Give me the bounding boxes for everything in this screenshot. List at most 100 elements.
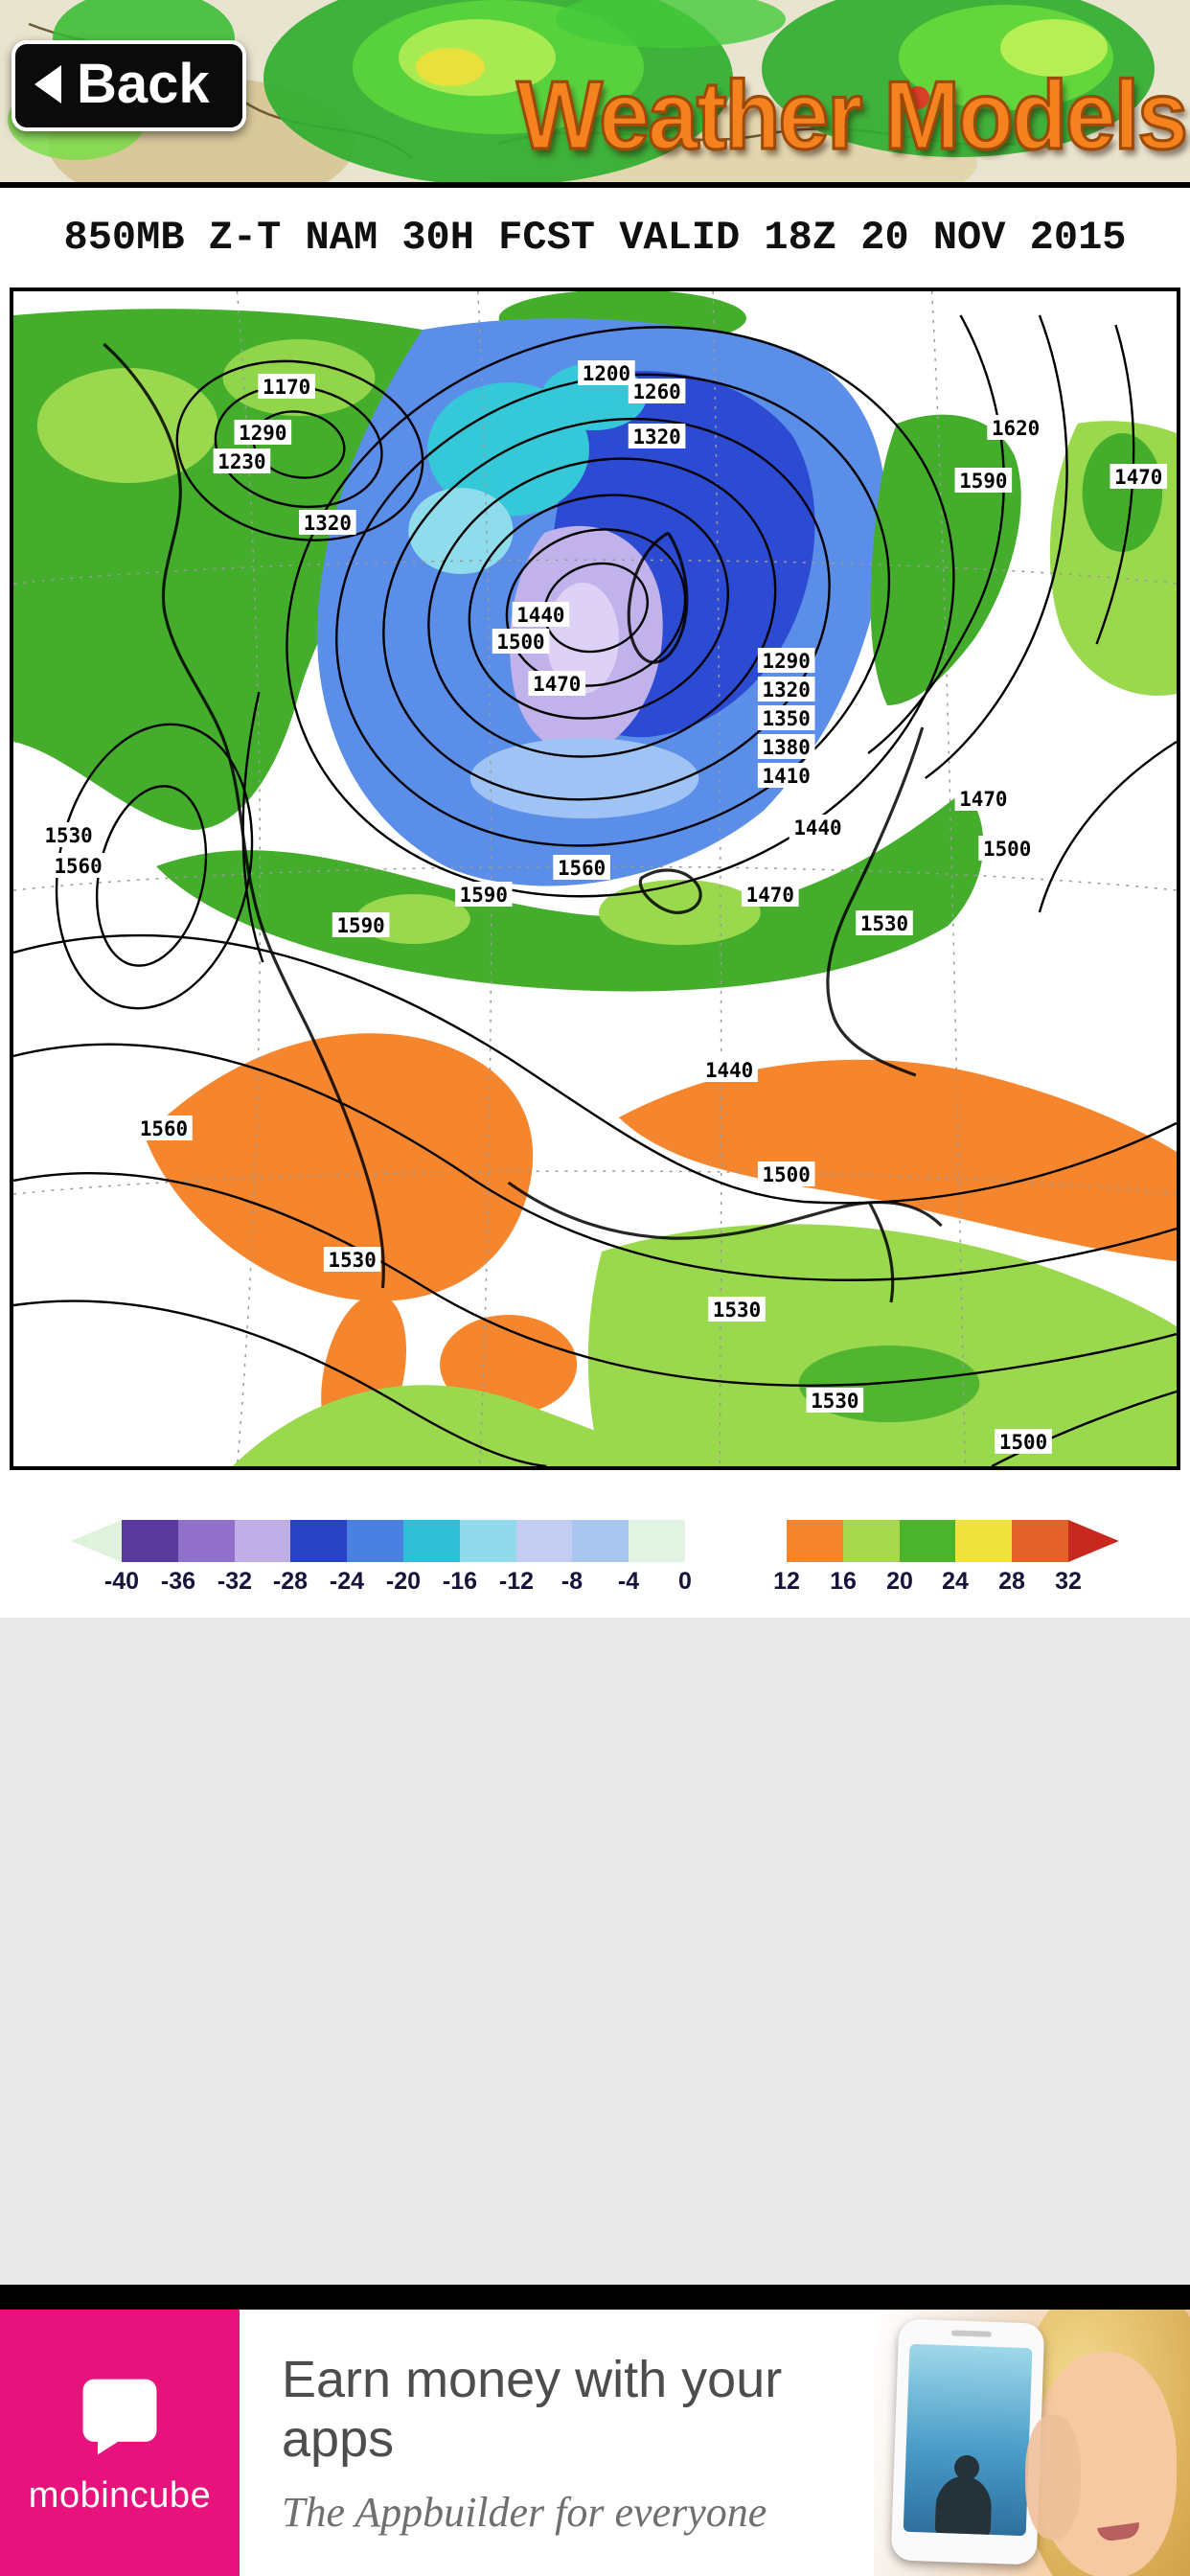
contour-label-box <box>454 882 513 907</box>
contour-label: 1500 <box>999 1431 1047 1454</box>
contour-label: 1410 <box>763 765 811 788</box>
forecast-caption: 850MB Z-T NAM 30H FCST VALID 18Z 20 NOV … <box>63 215 1127 261</box>
contour-label-box <box>741 882 799 907</box>
contour-label-box <box>789 815 847 840</box>
contour-label-box <box>806 1388 864 1413</box>
contour-label-box <box>708 1297 766 1322</box>
scale-segment <box>403 1520 460 1562</box>
scale-segment <box>515 1520 573 1562</box>
scale-segment <box>121 1520 178 1562</box>
back-arrow-icon <box>34 64 61 104</box>
contour-label: 1530 <box>45 824 93 847</box>
app-title: Weather Models <box>515 60 1190 172</box>
contour-label-box <box>1110 464 1168 489</box>
ad-banner[interactable]: mobincube Earn money with your apps The … <box>0 2310 1190 2576</box>
contour-label-box <box>987 415 1044 440</box>
bottom-divider-bar <box>0 2285 1190 2310</box>
weather-map-image[interactable]: 1170 1290 1230 1320 1200 1260 1320 1440 1500 1470… <box>10 288 1180 1470</box>
scale-segment <box>1012 1520 1068 1562</box>
ad-photo-hand <box>1025 2415 1081 2540</box>
contour-label: 1320 <box>632 426 680 448</box>
contour-label-box <box>856 910 913 935</box>
scale-segment <box>786 1520 843 1562</box>
color-scale-bar <box>71 1520 1119 1562</box>
contour-label: 1320 <box>304 512 352 535</box>
contour-label-box <box>332 912 390 937</box>
contour-label-box <box>757 763 815 788</box>
contour-label: 1440 <box>705 1059 753 1082</box>
contour-label-box <box>757 705 815 730</box>
temperature-color-scale: -40 -36 -32 -28 -24 -20 -16 -12 -8 -4 0 12 16 20 24 28 3… <box>0 1520 1190 1606</box>
scale-segment <box>290 1520 348 1562</box>
phone-screen-figure <box>934 2474 993 2537</box>
contour-label: 1440 <box>793 816 841 840</box>
contour-label-box <box>553 855 610 880</box>
scale-segment <box>685 1520 787 1562</box>
contour-label: 1590 <box>959 470 1007 493</box>
contour-label: 1500 <box>763 1163 811 1186</box>
contour-label-box <box>299 510 356 535</box>
height-contours <box>13 314 1177 1466</box>
contour-label: 1260 <box>632 380 680 403</box>
phone-screen <box>903 2343 1033 2537</box>
scale-segment <box>347 1520 403 1562</box>
scale-arrow-left <box>71 1520 122 1562</box>
mobincube-logo-panel: mobincube <box>0 2310 240 2576</box>
scale-segment <box>234 1520 291 1562</box>
contour-label-box <box>234 420 292 445</box>
scale-tick-label: -24 <box>329 1568 365 1595</box>
scale-tick-label: 24 <box>942 1568 969 1595</box>
contour-label-box <box>628 379 686 403</box>
contour-label: 1530 <box>811 1390 858 1413</box>
scale-tick-label: -28 <box>272 1568 309 1595</box>
contour-label: 1590 <box>460 884 508 907</box>
contour-label-box <box>323 1247 381 1272</box>
contour-label-box <box>954 786 1013 811</box>
contour-label: 1500 <box>496 631 544 654</box>
contour-label-box <box>135 1116 193 1140</box>
app-header: Back Weather Models <box>0 0 1190 188</box>
contour-label: 1470 <box>746 884 794 907</box>
contour-label-box <box>578 360 635 385</box>
contour-label: 1620 <box>992 417 1040 440</box>
contour-label-box <box>512 602 570 627</box>
scale-segment <box>629 1520 686 1562</box>
scale-segment <box>459 1520 516 1562</box>
scale-segment <box>842 1520 900 1562</box>
mobincube-icon <box>82 2379 157 2454</box>
contour-label: 1320 <box>763 678 811 702</box>
back-button-label: Back <box>77 53 210 115</box>
color-scale-labels: -40 -36 -32 -28 -24 -20 -16 -12 -8 -4 0 12 16 20 24 28 3… <box>71 1568 1119 1606</box>
coastlines <box>103 342 943 1303</box>
scale-tick-label: -4 <box>617 1568 640 1595</box>
back-button[interactable]: Back <box>11 40 246 131</box>
ad-subline: The Appbuilder for everyone <box>282 2488 767 2536</box>
scale-tick-label: -8 <box>561 1568 584 1595</box>
scale-tick-label: -36 <box>160 1568 196 1595</box>
radar-imagery-background <box>0 0 1190 182</box>
contour-label: 1470 <box>1114 466 1162 489</box>
scale-tick-label: -20 <box>385 1568 422 1595</box>
contour-label: 1560 <box>140 1117 188 1140</box>
contour-label: 1380 <box>763 736 811 759</box>
contour-label-box <box>978 836 1036 861</box>
contour-label-box <box>995 1429 1052 1454</box>
contour-label: 1500 <box>983 838 1031 861</box>
scale-tick-label: 28 <box>998 1568 1025 1595</box>
phone-speaker <box>950 2330 993 2337</box>
contour-label: 1530 <box>713 1299 761 1322</box>
scale-segment <box>572 1520 629 1562</box>
scale-segment <box>177 1520 235 1562</box>
contour-label: 1290 <box>763 650 811 673</box>
spacer <box>0 1606 1190 1618</box>
scale-tick-label: 32 <box>1055 1568 1082 1595</box>
contour-label-box <box>757 1162 815 1186</box>
scale-arrow-right <box>1068 1520 1119 1562</box>
ad-photo <box>874 2310 1190 2576</box>
contour-label-box <box>528 671 586 696</box>
contour-label: 1470 <box>533 673 581 696</box>
contour-label: 1530 <box>329 1249 377 1272</box>
scale-segment <box>955 1520 1013 1562</box>
contour-label: 1440 <box>516 604 564 627</box>
